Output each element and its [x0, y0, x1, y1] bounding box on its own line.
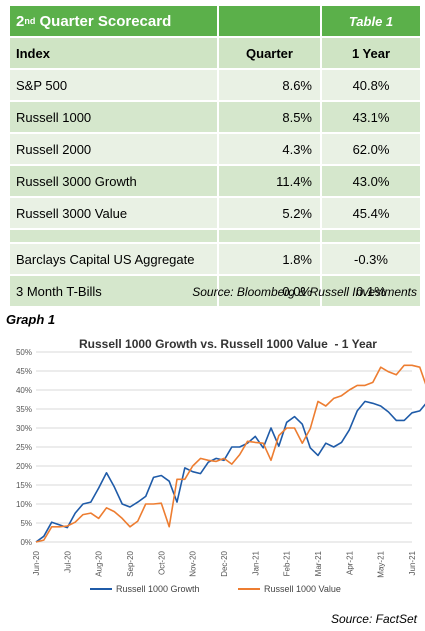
spacer-cell	[10, 230, 217, 242]
table-row: 3 Month T-Bills 0.0% 0.1%	[10, 276, 420, 308]
y-tick-label: 25%	[16, 443, 32, 452]
x-tick-label: Feb-21	[283, 550, 292, 576]
x-tick-label: Aug-20	[95, 550, 104, 576]
cell-year: 0.1%	[322, 276, 420, 306]
y-tick-label: 50%	[16, 348, 32, 357]
cell-quarter: 0.0%	[219, 276, 320, 306]
chart-title: Russell 1000 Growth vs. Russell 1000 Val…	[79, 337, 377, 351]
y-tick-label: 45%	[16, 367, 32, 376]
x-tick-label: May-21	[377, 550, 386, 577]
table-row: Russell 3000 Growth 11.4% 43.0%	[10, 166, 420, 198]
cell-quarter: 11.4%	[219, 166, 320, 196]
table-source: Source: Bloomberg & Russell Investments	[192, 285, 417, 299]
x-tick-label: Dec-20	[220, 550, 229, 576]
x-tick-label: Sep-20	[126, 550, 135, 576]
cell-year: 40.8%	[322, 70, 420, 100]
line-chart: Russell 1000 Growth vs. Russell 1000 Val…	[16, 337, 425, 594]
y-axis-ticks: 0% 5% 10% 15% 20% 25% 30% 35% 40% 45% 50%	[16, 348, 32, 547]
cell-index: S&P 500	[10, 70, 217, 100]
table-row: Barclays Capital US Aggregate 1.8% -0.3%	[10, 244, 420, 276]
cell-year: -0.3%	[322, 244, 420, 274]
chart-series	[35, 364, 425, 543]
cell-index: Russell 2000	[10, 134, 217, 164]
x-tick-label: Jul-20	[63, 550, 72, 572]
cell-quarter: 8.6%	[219, 70, 320, 100]
cell-year: 43.1%	[322, 102, 420, 132]
graph-label: Graph 1	[6, 312, 56, 327]
cell-index: Russell 1000	[10, 102, 217, 132]
x-tick-label: Oct-20	[157, 550, 166, 575]
title-blank-cell	[219, 6, 320, 36]
header-quarter: Quarter	[219, 38, 320, 68]
y-tick-label: 15%	[16, 481, 32, 490]
table-row: Russell 3000 Value 5.2% 45.4%	[10, 198, 420, 230]
cell-year: 62.0%	[322, 134, 420, 164]
chart-legend: Russell 1000 Growth Russell 1000 Value	[90, 584, 341, 594]
series-line-growth	[35, 400, 425, 543]
cell-year: 43.0%	[322, 166, 420, 196]
cell-index: Russell 3000 Growth	[10, 166, 217, 196]
x-tick-label: Apr-21	[345, 550, 354, 575]
chart-source: Source: FactSet	[330, 612, 417, 626]
y-tick-label: 20%	[16, 462, 32, 471]
cell-quarter: 4.3%	[219, 134, 320, 164]
y-tick-label: 0%	[20, 538, 32, 547]
y-tick-label: 30%	[16, 424, 32, 433]
title-number: 2	[16, 12, 25, 30]
legend-label: Russell 1000 Value	[264, 584, 341, 594]
table-row: S&P 500 8.6% 40.8%	[10, 70, 420, 102]
x-tick-label: Jun-20	[32, 550, 41, 575]
header-index: Index	[10, 38, 217, 68]
title-superscript: nd	[24, 16, 36, 26]
cell-index: 3 Month T-Bills	[10, 276, 217, 306]
cell-quarter: 8.5%	[219, 102, 320, 132]
y-tick-label: 40%	[16, 386, 32, 395]
title-text: Quarter Scorecard	[35, 12, 172, 30]
x-axis-ticks: Jun-20 Jul-20 Aug-20 Sep-20 Oct-20 Nov-20 Dec-…	[32, 550, 417, 577]
series-line-value	[35, 364, 425, 543]
table-label: Table 1	[322, 6, 420, 36]
header-year: 1 Year	[322, 38, 420, 68]
cell-index: Russell 3000 Value	[10, 198, 217, 228]
x-tick-label: Mar-21	[314, 550, 323, 576]
cell-quarter: 1.8%	[219, 244, 320, 274]
y-tick-label: 35%	[16, 405, 32, 414]
spacer-cell	[322, 230, 420, 242]
x-tick-label: Jun-21	[408, 550, 417, 575]
cell-year: 45.4%	[322, 198, 420, 228]
x-tick-label: Jan-21	[251, 550, 260, 575]
cell-quarter: 5.2%	[219, 198, 320, 228]
table-row: Russell 2000 4.3% 62.0%	[10, 134, 420, 166]
header-row: Index Quarter 1 Year	[10, 38, 420, 70]
spacer-cell	[219, 230, 320, 242]
table-row: Russell 1000 8.5% 43.1%	[10, 102, 420, 134]
legend-label: Russell 1000 Growth	[116, 584, 200, 594]
cell-index: Barclays Capital US Aggregate	[10, 244, 217, 274]
x-tick-label: Nov-20	[189, 550, 198, 576]
spacer-row	[10, 230, 420, 244]
y-tick-label: 5%	[20, 519, 32, 528]
y-tick-label: 10%	[16, 500, 32, 509]
